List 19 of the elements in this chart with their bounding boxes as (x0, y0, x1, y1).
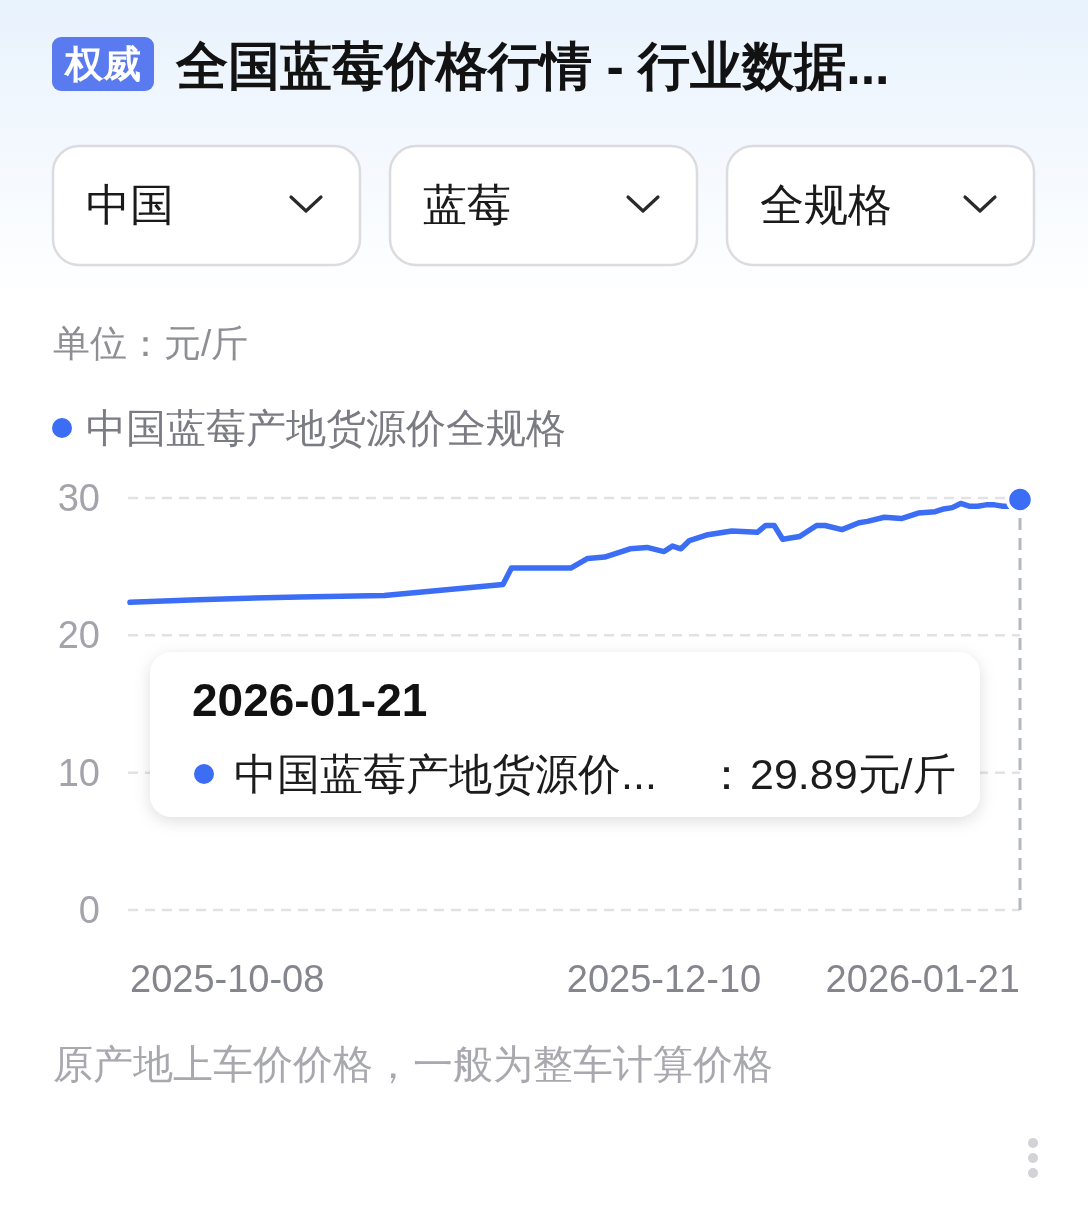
text: 原产地上车价价格，一般为整车计算价格 (53, 1042, 773, 1086)
y-tick-label: 30 (57, 477, 100, 519)
y-tick-label: 0 (78, 889, 100, 931)
y-tick-label: 20 (57, 614, 100, 657)
y-tick-label: 10 (57, 751, 100, 794)
x-tick-label: 2026-01-21 (825, 958, 1020, 1000)
text: 全规格 (760, 180, 892, 229)
y-axis-title: 单位：元/斤 (53, 323, 249, 364)
annotation: ： (705, 750, 748, 798)
annotation: 中国蓝莓产地货源价... (234, 750, 657, 798)
annotation: 2026-01-21 (192, 674, 428, 726)
badge: 权威 (52, 37, 154, 91)
text: 蓝莓 (423, 180, 511, 229)
annotation: 29.89元/斤 (750, 750, 956, 798)
x-tick-label: 2025-10-08 (130, 958, 325, 1000)
chart-title: 全国蓝莓价格行情 - 行业数据... (175, 37, 890, 95)
legend-item: 中国蓝莓产地货源价全规格 (52, 406, 566, 450)
text: 中国 (86, 180, 174, 229)
x-tick-label: 2025-12-10 (566, 958, 762, 1000)
